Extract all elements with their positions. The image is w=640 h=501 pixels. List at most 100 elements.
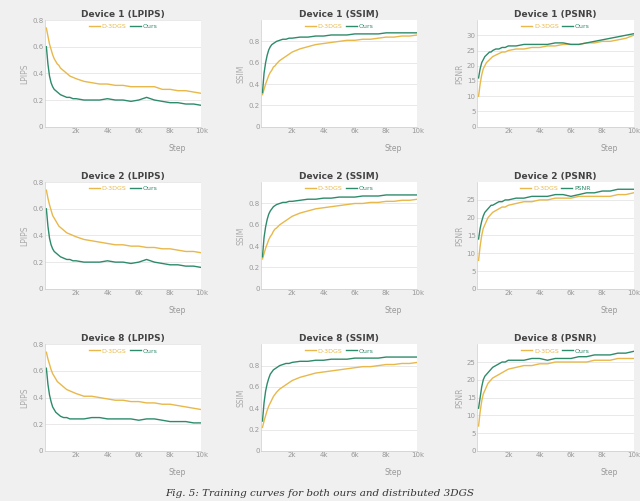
Ours (583, 40, 591, 46)
Ours (182, 263, 189, 269)
D-3DGS (111, 242, 119, 248)
Ours (60, 93, 67, 99)
Ours (552, 40, 559, 46)
Ours (486, 49, 493, 55)
D-3DGS (359, 364, 367, 370)
D-3DGS (390, 198, 398, 204)
D-3DGS (583, 193, 591, 199)
D-3DGS (285, 215, 293, 221)
D-3DGS (63, 387, 70, 393)
Legend: D-3DGS, Ours: D-3DGS, Ours (304, 185, 374, 192)
Y-axis label: LPIPS: LPIPS (20, 225, 29, 245)
Ours (150, 259, 158, 265)
Ours (45, 392, 53, 398)
D-3DGS (69, 74, 77, 80)
Ours (312, 33, 319, 39)
D-3DGS (484, 58, 492, 64)
Line: PSNR: PSNR (479, 189, 634, 239)
Ours (559, 40, 567, 46)
D-3DGS (575, 359, 582, 365)
Ours (304, 358, 312, 364)
Ours (80, 416, 88, 422)
D-3DGS (54, 379, 61, 385)
PSNR (543, 193, 551, 199)
Ours (351, 194, 358, 200)
Ours (328, 195, 335, 201)
Ours (390, 354, 398, 360)
Ours (66, 257, 74, 263)
Title: Device 8 (LPIPS): Device 8 (LPIPS) (81, 335, 165, 344)
D-3DGS (269, 393, 277, 399)
D-3DGS (159, 86, 166, 92)
Title: Device 2 (PSNR): Device 2 (PSNR) (514, 172, 596, 181)
D-3DGS (135, 243, 143, 249)
Ours (487, 49, 495, 55)
Y-axis label: LPIPS: LPIPS (20, 63, 29, 84)
D-3DGS (479, 66, 487, 72)
D-3DGS (80, 393, 88, 399)
Ours (49, 404, 56, 410)
Ours (479, 57, 487, 63)
D-3DGS (489, 375, 497, 381)
Ours (279, 36, 287, 42)
Ours (104, 416, 111, 422)
Text: Step: Step (600, 144, 618, 153)
Ours (304, 196, 312, 202)
D-3DGS (60, 68, 67, 74)
Line: D-3DGS: D-3DGS (479, 35, 634, 96)
Ours (398, 30, 406, 36)
D-3DGS (413, 359, 421, 365)
Ours (44, 61, 52, 67)
Ours (285, 360, 293, 366)
Line: D-3DGS: D-3DGS (46, 352, 202, 410)
Ours (259, 90, 266, 96)
Ours (69, 258, 77, 264)
D-3DGS (259, 92, 266, 98)
Ours (111, 259, 119, 265)
D-3DGS (367, 36, 374, 42)
Ours (489, 364, 497, 370)
Ours (478, 384, 486, 390)
Ours (260, 70, 268, 76)
D-3DGS (492, 373, 500, 379)
Ours (406, 30, 413, 36)
D-3DGS (481, 222, 489, 228)
D-3DGS (335, 367, 343, 373)
PSNR (552, 191, 559, 197)
Ours (269, 41, 277, 47)
Ours (520, 357, 528, 363)
Y-axis label: SSIM: SSIM (237, 64, 246, 83)
Ours (343, 32, 351, 38)
Title: Device 1 (PSNR): Device 1 (PSNR) (514, 10, 596, 19)
D-3DGS (406, 197, 413, 203)
D-3DGS (478, 72, 486, 78)
Ours (54, 251, 61, 257)
Ours (552, 356, 559, 362)
D-3DGS (279, 56, 287, 62)
D-3DGS (559, 195, 567, 201)
D-3DGS (88, 80, 95, 86)
D-3DGS (104, 396, 111, 402)
Ours (528, 42, 536, 48)
Text: Step: Step (385, 144, 402, 153)
Ours (335, 32, 343, 38)
Y-axis label: SSIM: SSIM (237, 388, 246, 407)
D-3DGS (282, 382, 290, 388)
D-3DGS (536, 361, 543, 367)
PSNR (536, 193, 543, 199)
Ours (263, 216, 271, 222)
Ours (382, 192, 390, 198)
D-3DGS (413, 32, 421, 38)
D-3DGS (559, 359, 567, 365)
Ours (413, 354, 421, 360)
D-3DGS (111, 397, 119, 403)
Ours (182, 418, 189, 424)
Ours (382, 354, 390, 360)
Ours (127, 98, 135, 104)
Ours (259, 418, 266, 424)
Ours (328, 356, 335, 362)
Ours (630, 31, 637, 37)
D-3DGS (486, 213, 493, 219)
D-3DGS (166, 246, 174, 252)
D-3DGS (44, 33, 52, 39)
